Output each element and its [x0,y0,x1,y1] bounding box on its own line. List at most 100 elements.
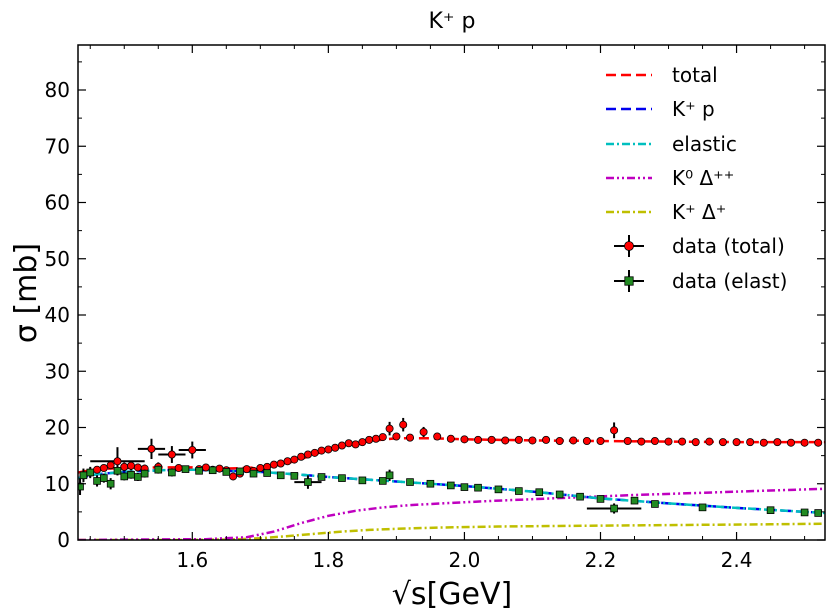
data-point-elastic [385,469,394,481]
data-point-elastic [814,509,822,517]
data-point-total [337,441,346,450]
data-point-elastic [338,474,346,482]
data-point-elastic [698,503,707,512]
data-point-elastic [426,479,435,488]
data-point-elastic [378,477,387,485]
data-point-elastic [134,473,142,481]
data-point-total [358,438,367,447]
data-point-total [405,433,414,442]
y-axis-title: σ [mb] [9,243,44,343]
data-point-total [310,448,319,457]
data-point-total [650,436,659,445]
data-point-total [746,438,755,447]
data-point-total [276,459,285,468]
data-point-elastic [494,485,503,494]
data-points [78,417,823,517]
data-point-elastic [127,470,135,479]
data-point-elastic [140,469,149,478]
data-point-elastic [222,468,231,476]
data-point-total [331,443,340,452]
data-point-total [419,426,428,438]
x-axis: 1.6 1.8 2.0 2.2 2.4 [89,45,806,572]
data-point-total [378,433,387,442]
data-point-total [814,438,823,447]
curve-k [78,487,825,540]
data-point-total [385,421,394,436]
data-point-total [324,445,333,454]
data-point-elastic [317,473,326,481]
data-point-total [297,452,306,461]
data-point-total [178,441,206,459]
y-axis: 0 10 20 30 40 50 60 70 80 [45,61,825,552]
curve-k [78,522,825,540]
data-point-total [718,438,727,447]
data-point-elastic [576,492,584,501]
data-point-elastic [515,487,523,495]
data-point-elastic [86,466,95,479]
x-tick-label: 2.0 [449,548,481,572]
x-tick-label: 1.6 [176,548,208,572]
data-point-total [392,432,401,441]
data-point-elastic [181,465,190,473]
legend-swatch-marker [614,270,644,292]
data-point-elastic [555,490,564,499]
data-point-elastic [460,483,469,491]
data-point-total [800,438,809,447]
data-point-total [446,434,455,443]
data-point-total [582,436,591,445]
data-point-total [596,436,605,445]
data-point-elastic [406,478,414,486]
y-tick-label: 70 [45,134,70,158]
curve-total [78,436,825,474]
data-point-total [215,464,224,473]
data-point-total [256,463,265,472]
y-tick-label: 0 [57,528,70,552]
data-point-total [487,435,496,444]
data-point-total [106,461,115,470]
data-point-total [269,460,278,469]
data-point-total [623,436,632,445]
data-point-total [569,436,578,445]
data-point-total [474,435,483,444]
data-point-total [290,455,299,464]
data-point-total [371,434,380,443]
data-point-elastic [236,467,244,476]
chart-title: K⁺ p [429,9,476,34]
data-point-elastic [447,481,455,490]
y-tick-label: 50 [45,247,70,271]
data-point-total [120,462,129,472]
data-point-elastic [195,467,203,475]
data-point-total [460,435,469,444]
y-tick-label: 10 [45,472,70,496]
data-point-total [317,446,326,455]
legend-label: K⁺ p [672,97,715,121]
x-tick-label: 2.4 [721,548,753,572]
data-point-elastic [208,466,217,475]
data-point-total [93,465,102,474]
data-point-elastic [358,476,367,485]
data-point-total [127,461,136,471]
legend-swatch-marker [614,235,644,257]
data-point-total [242,465,251,474]
plot-frame [77,44,826,541]
data-point-total [174,463,183,472]
data-point-elastic [113,466,122,476]
data-point-total [732,438,741,447]
data-point-elastic [168,468,176,477]
data-point-total [229,472,238,481]
legend-label: elastic [672,132,737,156]
data-point-total [303,450,312,459]
data-point-total [351,440,360,449]
legend-label: total [672,63,718,87]
data-point-elastic [535,488,544,496]
data-point-elastic [290,472,299,480]
data-point-elastic [800,508,809,517]
data-point-total [555,436,564,445]
data-point-total [501,436,510,445]
data-point-total [433,432,442,441]
y-tick-label: 20 [45,416,70,440]
data-point-elastic [276,471,285,480]
data-point-total [678,437,687,446]
data-point-total [705,437,714,446]
